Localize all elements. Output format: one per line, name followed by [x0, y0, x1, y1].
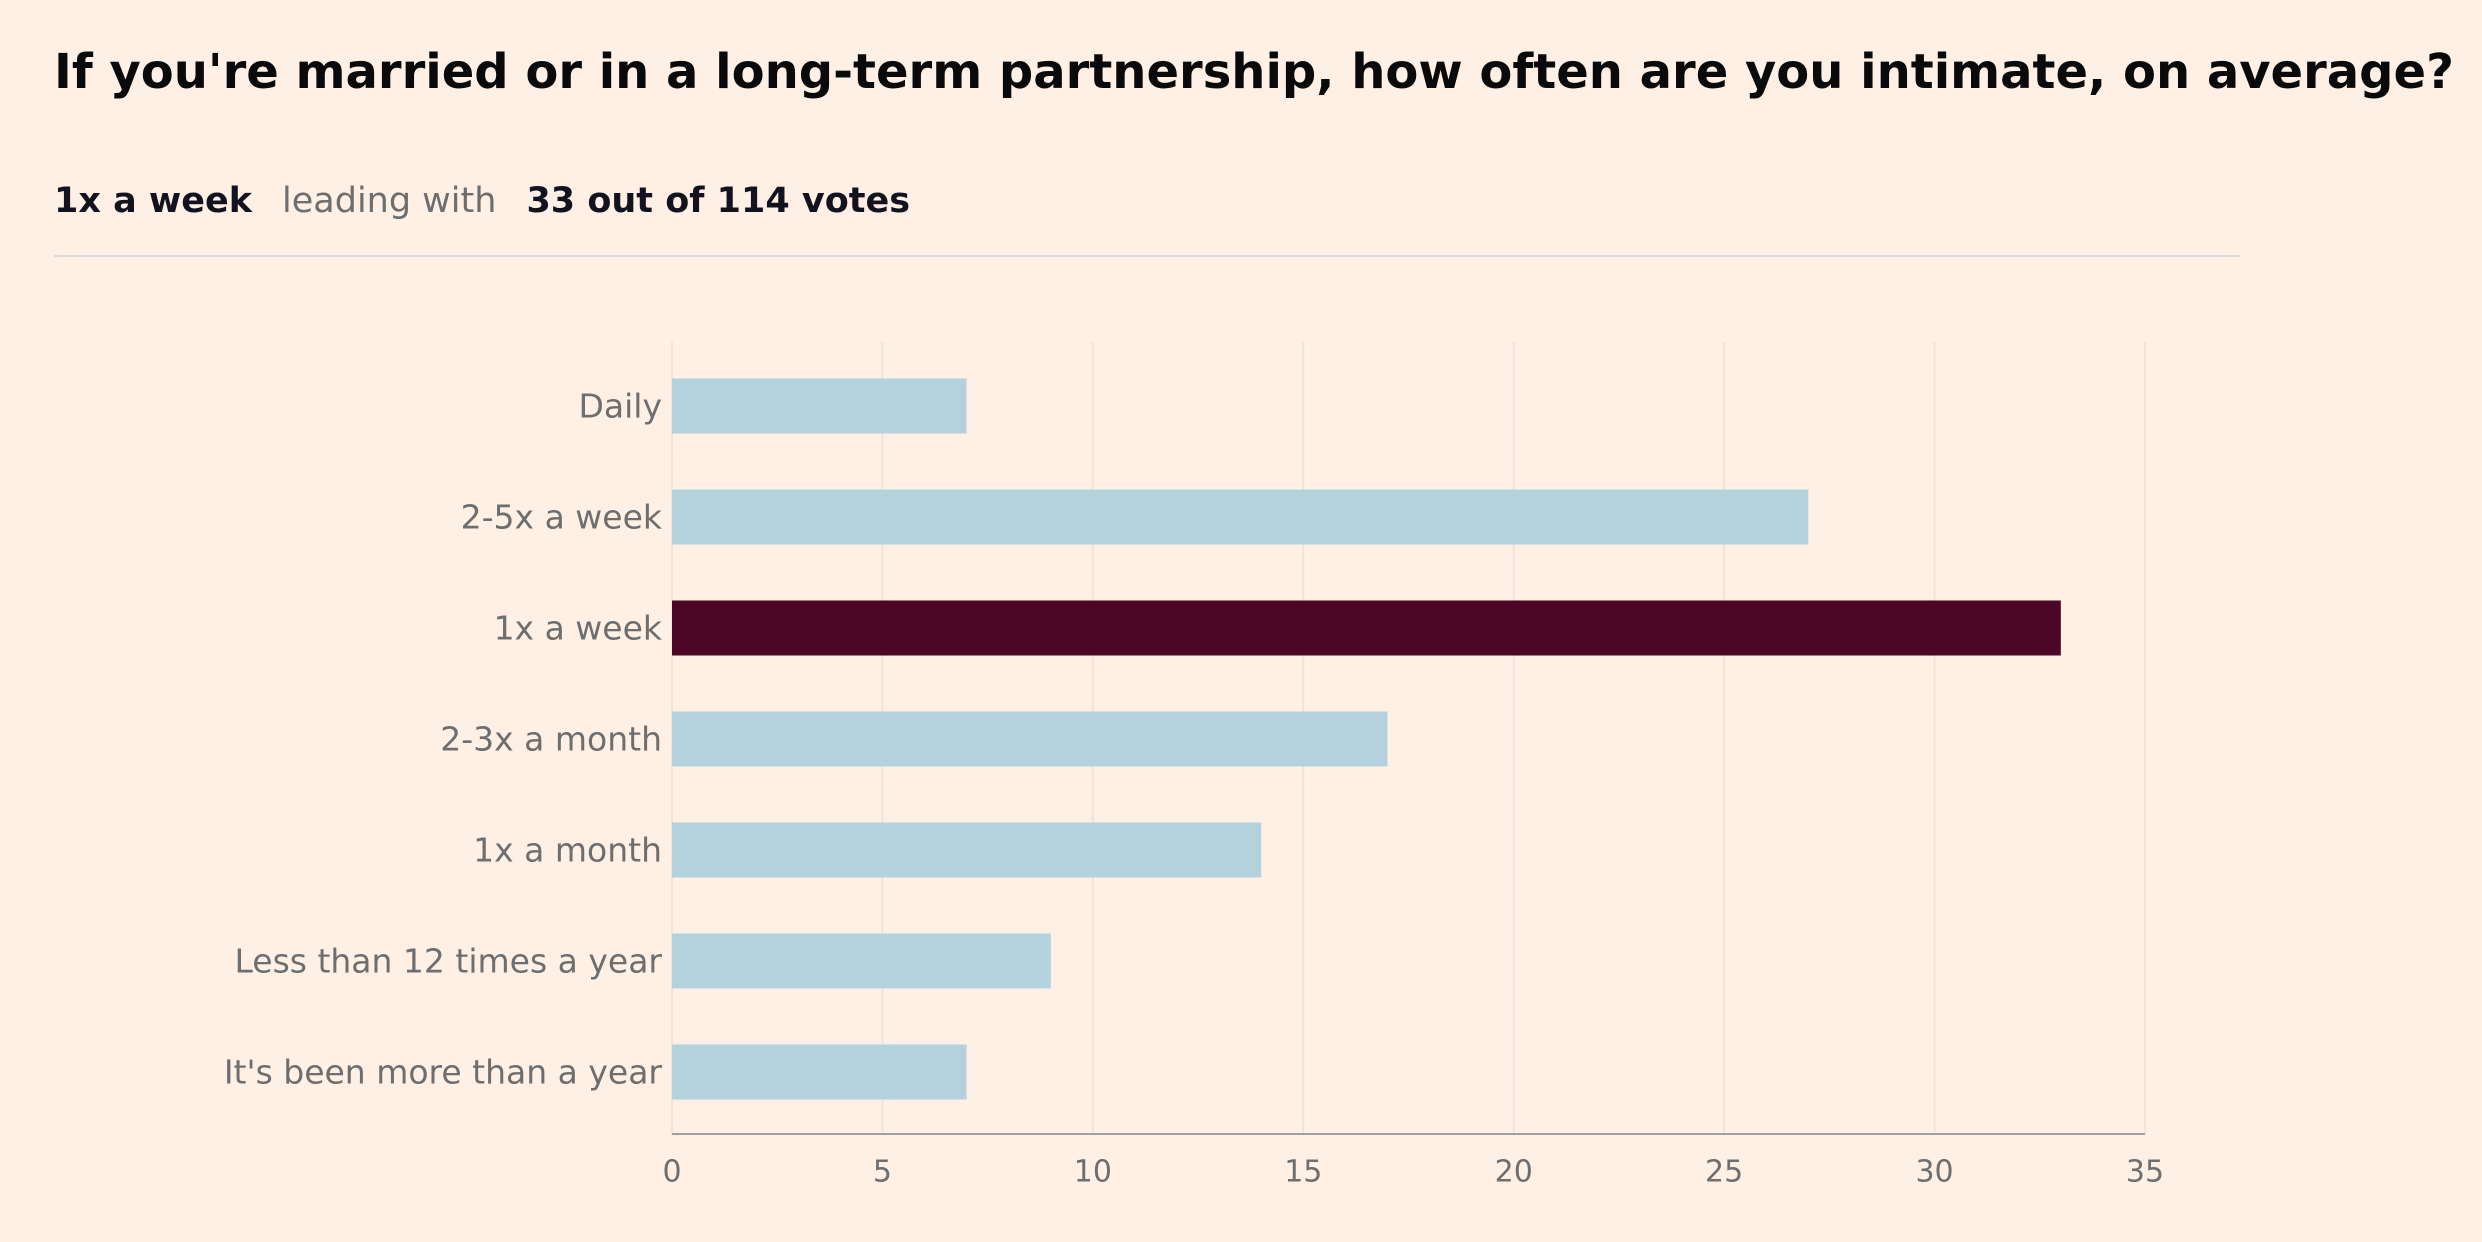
x-tick-label: 35 [2126, 1155, 2164, 1190]
x-axis: 0 5 10 15 20 25 30 35 [662, 1133, 2164, 1190]
x-tick-label: 20 [1495, 1155, 1533, 1190]
vote-count: 33 out of 114 votes [526, 181, 911, 221]
x-tick-label: 25 [1705, 1155, 1743, 1190]
bar [672, 600, 2061, 656]
category-label: Less than 12 times a year [234, 942, 662, 981]
x-tick-label: 15 [1284, 1155, 1322, 1190]
x-tick-label: 10 [1074, 1155, 1112, 1190]
x-tick-label: 5 [873, 1155, 892, 1190]
category-label: 1x a week [494, 609, 663, 648]
summary-connector: leading with [282, 181, 497, 221]
category-label: Daily [579, 387, 663, 426]
bar [672, 378, 967, 434]
bar [672, 711, 1388, 767]
divider [54, 255, 2240, 257]
bars [672, 378, 2061, 1100]
x-tick-label: 0 [662, 1155, 681, 1190]
bar [672, 822, 1262, 878]
bar [672, 489, 1809, 545]
bar [672, 1044, 967, 1100]
category-label: 2-3x a month [440, 720, 662, 759]
category-label: 1x a month [473, 831, 662, 870]
poll-summary: 1x a week leading with 33 out of 114 votes [54, 180, 910, 222]
bar [672, 933, 1051, 989]
category-label: It's been more than a year [224, 1053, 663, 1092]
category-label: 2-5x a week [461, 498, 663, 537]
chart-title: If you're married or in a long-term part… [54, 44, 2454, 100]
leading-option: 1x a week [54, 181, 253, 221]
category-labels: Daily 2-5x a week 1x a week 2-3x a month 1x … [224, 387, 663, 1092]
x-tick-label: 30 [1915, 1155, 1953, 1190]
